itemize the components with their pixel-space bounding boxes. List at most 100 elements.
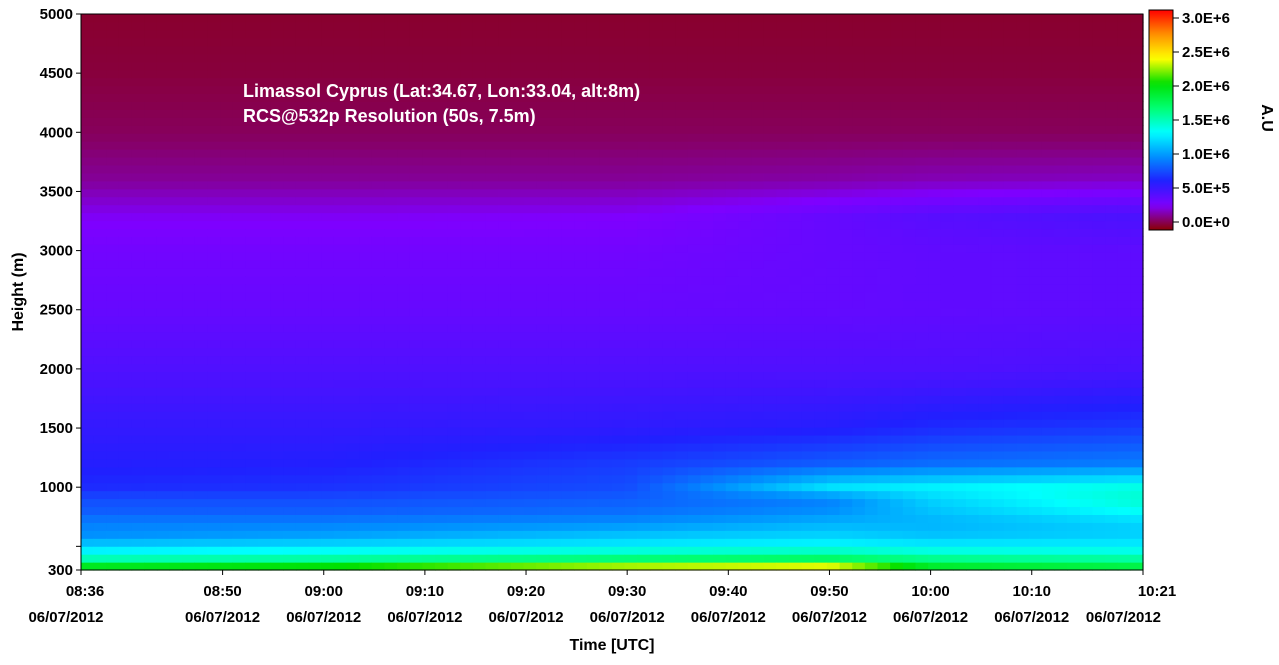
heatmap-cell [447,196,461,206]
heatmap-cell [801,474,815,484]
heatmap-cell [852,434,866,444]
heatmap-cell [207,164,221,174]
heatmap-cell [371,133,386,142]
heatmap-cell [574,482,588,492]
heatmap-cell [662,411,676,420]
heatmap-cell [953,172,967,182]
heatmap-cell [321,292,335,301]
heatmap-cell [675,93,689,102]
heatmap-cell [902,379,917,388]
heatmap-cell [864,149,879,158]
heatmap-cell [599,522,613,531]
heatmap-cell [612,458,626,468]
heatmap-cell [447,292,461,301]
heatmap-cell [295,149,310,158]
heatmap-cell [144,93,158,102]
heatmap-cell [814,514,828,523]
heatmap-cell [523,236,537,245]
heatmap-cell [662,315,676,325]
heatmap-cell [485,29,499,39]
heatmap-cell [93,188,107,198]
heatmap-cell [346,315,360,325]
heatmap-cell [586,117,600,126]
heatmap-cell [498,228,512,237]
heatmap-cell [207,371,221,380]
heatmap-cell [144,29,158,39]
heatmap-cell [485,331,499,341]
heatmap-cell [321,180,335,190]
heatmap-cell [713,379,727,388]
heatmap-cell [409,236,423,245]
heatmap-cell [953,244,967,253]
heatmap-cell [258,204,272,214]
heatmap-cell [81,117,95,126]
heatmap-cell [359,339,373,349]
heatmap-cell [624,236,638,245]
heatmap-cell [814,260,828,269]
heatmap-cell [561,85,575,95]
heatmap-cell [409,14,423,23]
heatmap-cell [270,85,284,95]
heatmap-cell [359,506,373,515]
heatmap-cell [839,371,853,380]
heatmap-cell [687,117,702,126]
heatmap-cell [662,37,676,47]
heatmap-cell [776,93,790,102]
heatmap-cell [725,284,740,293]
heatmap-cell [169,77,183,87]
heatmap-cell [131,53,145,63]
heatmap-cell [637,315,651,325]
heatmap-cell [510,466,525,476]
heatmap-cell [485,379,499,388]
heatmap-cell [447,395,461,404]
heatmap-cell [485,355,499,365]
heatmap-cell [814,180,828,190]
heatmap-cell [928,109,942,118]
heatmap-cell [220,77,234,87]
heatmap-cell [864,93,879,102]
heatmap-cell [232,419,246,428]
heatmap-cell [940,411,954,420]
heatmap-cell [649,419,664,428]
heatmap-cell [839,196,853,206]
heatmap-cell [232,522,246,531]
heatmap-cell [194,339,209,349]
heatmap-cell [574,347,588,357]
heatmap-cell [864,307,879,317]
heatmap-cell [422,204,436,214]
heatmap-cell [877,450,891,460]
heatmap-cell [308,490,322,500]
heatmap-cell [308,474,322,484]
heatmap-cell [864,172,879,182]
heatmap-cell [118,411,133,420]
heatmap-cell [447,141,461,150]
heatmap-cell [295,14,310,23]
heatmap-cell [283,164,297,174]
heatmap-cell [612,331,626,341]
heatmap-cell [978,554,992,563]
heatmap-cell [460,506,474,515]
heatmap-cell [940,434,954,444]
heatmap-cell [574,458,588,468]
heatmap-cell [902,427,917,436]
heatmap-cell [915,490,929,500]
heatmap-cell [308,522,322,531]
heatmap-cell [106,133,120,142]
heatmap-cell [81,45,95,55]
heatmap-cell [232,355,246,365]
heatmap-cell [548,93,563,102]
heatmap-cell [700,109,714,118]
heatmap-cell [801,252,815,261]
heatmap-cell [270,387,284,396]
heatmap-cell [940,419,954,428]
heatmap-cell [751,299,765,309]
heatmap-cell [877,172,891,182]
heatmap-cell [536,514,550,523]
heatmap-cell [864,562,879,571]
heatmap-cell [978,395,992,404]
heatmap-cell [801,315,815,325]
heatmap-cell [877,514,891,523]
heatmap-cell [207,117,221,126]
heatmap-cell [81,466,95,476]
heatmap-cell [776,133,790,142]
